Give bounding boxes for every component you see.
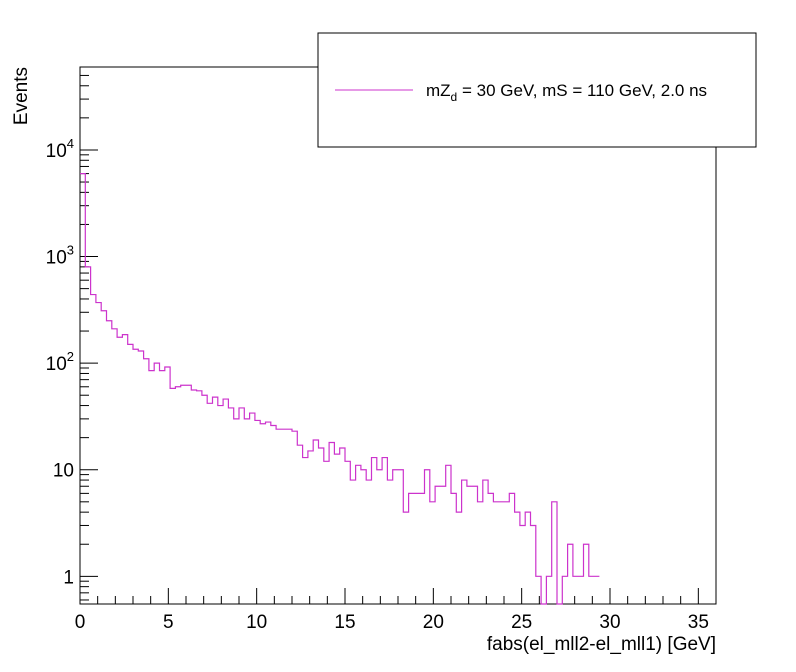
y-axis: 1 10 102 103 104	[46, 66, 98, 601]
legend-entry-prefix: mZ	[426, 81, 451, 100]
x-tick-label: 15	[334, 612, 355, 633]
x-tick-label: 5	[163, 612, 174, 633]
x-axis: 0 5 10 15 20 25 30 35	[75, 588, 709, 633]
histogram-line	[80, 172, 600, 605]
legend-entry-suffix: = 30 GeV, mS = 110 GeV, 2.0 ns	[457, 81, 707, 100]
x-tick-label: 0	[75, 612, 86, 633]
y-tick-label: 104	[46, 136, 74, 162]
y-tick-label: 103	[46, 243, 74, 269]
plot-frame	[79, 66, 717, 605]
x-tick-label: 25	[511, 612, 532, 633]
legend: mZd = 30 GeV, mS = 110 GeV, 2.0 ns	[317, 32, 757, 148]
x-tick-label: 20	[423, 612, 444, 633]
histogram-series	[80, 172, 600, 605]
legend-entry-subscript: d	[451, 90, 458, 104]
legend-entry: mZd = 30 GeV, mS = 110 GeV, 2.0 ns	[426, 81, 707, 104]
y-axis-label: Events	[11, 67, 32, 125]
x-tick-label: 35	[688, 612, 709, 633]
x-tick-label: 30	[599, 612, 620, 633]
y-tick-label: 10	[53, 461, 74, 482]
x-axis-label: fabs(el_mll2-el_mll1) [GeV]	[487, 634, 716, 655]
y-tick-label: 1	[63, 567, 74, 588]
y-tick-label: 102	[46, 349, 74, 375]
x-tick-label: 10	[246, 612, 267, 633]
